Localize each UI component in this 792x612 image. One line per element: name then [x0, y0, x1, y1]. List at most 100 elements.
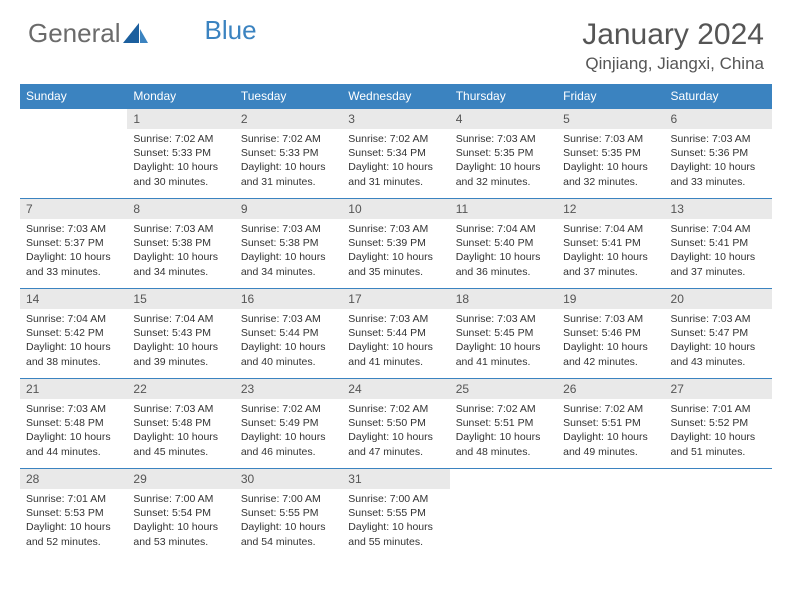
- day-number-empty: [665, 469, 772, 489]
- calendar-cell: 24Sunrise: 7:02 AMSunset: 5:50 PMDayligh…: [342, 379, 449, 469]
- day-number-empty: [20, 109, 127, 129]
- calendar-cell: 12Sunrise: 7:04 AMSunset: 5:41 PMDayligh…: [557, 199, 664, 289]
- calendar-cell: 31Sunrise: 7:00 AMSunset: 5:55 PMDayligh…: [342, 469, 449, 559]
- calendar-cell: 18Sunrise: 7:03 AMSunset: 5:45 PMDayligh…: [450, 289, 557, 379]
- calendar-cell: 27Sunrise: 7:01 AMSunset: 5:52 PMDayligh…: [665, 379, 772, 469]
- day-number: 31: [342, 469, 449, 489]
- day-details: Sunrise: 7:04 AMSunset: 5:42 PMDaylight:…: [20, 309, 127, 373]
- day-number-empty: [450, 469, 557, 489]
- day-details: Sunrise: 7:02 AMSunset: 5:51 PMDaylight:…: [450, 399, 557, 463]
- day-details: Sunrise: 7:00 AMSunset: 5:55 PMDaylight:…: [235, 489, 342, 553]
- calendar-cell: 10Sunrise: 7:03 AMSunset: 5:39 PMDayligh…: [342, 199, 449, 289]
- day-number-empty: [557, 469, 664, 489]
- day-number: 14: [20, 289, 127, 309]
- location: Qinjiang, Jiangxi, China: [582, 54, 764, 74]
- weekday-header: Saturday: [665, 84, 772, 109]
- calendar-cell: [20, 109, 127, 199]
- calendar-cell: 14Sunrise: 7:04 AMSunset: 5:42 PMDayligh…: [20, 289, 127, 379]
- logo-sail-icon: [123, 23, 149, 45]
- day-number: 25: [450, 379, 557, 399]
- day-details: Sunrise: 7:02 AMSunset: 5:50 PMDaylight:…: [342, 399, 449, 463]
- day-number: 27: [665, 379, 772, 399]
- day-number: 15: [127, 289, 234, 309]
- day-number: 8: [127, 199, 234, 219]
- calendar-table: SundayMondayTuesdayWednesdayThursdayFrid…: [20, 84, 772, 559]
- calendar-cell: 13Sunrise: 7:04 AMSunset: 5:41 PMDayligh…: [665, 199, 772, 289]
- calendar-week-row: 28Sunrise: 7:01 AMSunset: 5:53 PMDayligh…: [20, 469, 772, 559]
- title-block: January 2024 Qinjiang, Jiangxi, China: [582, 18, 764, 74]
- header: General Blue January 2024 Qinjiang, Jian…: [20, 18, 772, 74]
- day-number: 11: [450, 199, 557, 219]
- logo-text-2: Blue: [205, 15, 257, 46]
- day-details: Sunrise: 7:04 AMSunset: 5:43 PMDaylight:…: [127, 309, 234, 373]
- day-details: Sunrise: 7:03 AMSunset: 5:36 PMDaylight:…: [665, 129, 772, 193]
- day-details: Sunrise: 7:03 AMSunset: 5:38 PMDaylight:…: [235, 219, 342, 283]
- calendar-cell: 1Sunrise: 7:02 AMSunset: 5:33 PMDaylight…: [127, 109, 234, 199]
- day-number: 5: [557, 109, 664, 129]
- calendar-cell: 8Sunrise: 7:03 AMSunset: 5:38 PMDaylight…: [127, 199, 234, 289]
- day-number: 23: [235, 379, 342, 399]
- calendar-cell: 6Sunrise: 7:03 AMSunset: 5:36 PMDaylight…: [665, 109, 772, 199]
- calendar-cell: 11Sunrise: 7:04 AMSunset: 5:40 PMDayligh…: [450, 199, 557, 289]
- day-number: 2: [235, 109, 342, 129]
- day-number: 24: [342, 379, 449, 399]
- calendar-body: 1Sunrise: 7:02 AMSunset: 5:33 PMDaylight…: [20, 109, 772, 559]
- calendar-cell: 4Sunrise: 7:03 AMSunset: 5:35 PMDaylight…: [450, 109, 557, 199]
- day-number: 16: [235, 289, 342, 309]
- day-details: Sunrise: 7:04 AMSunset: 5:40 PMDaylight:…: [450, 219, 557, 283]
- day-number: 1: [127, 109, 234, 129]
- day-number: 9: [235, 199, 342, 219]
- calendar-cell: 7Sunrise: 7:03 AMSunset: 5:37 PMDaylight…: [20, 199, 127, 289]
- calendar-week-row: 14Sunrise: 7:04 AMSunset: 5:42 PMDayligh…: [20, 289, 772, 379]
- day-number: 17: [342, 289, 449, 309]
- calendar-cell: [450, 469, 557, 559]
- day-details: Sunrise: 7:04 AMSunset: 5:41 PMDaylight:…: [665, 219, 772, 283]
- weekday-header: Friday: [557, 84, 664, 109]
- calendar-cell: 16Sunrise: 7:03 AMSunset: 5:44 PMDayligh…: [235, 289, 342, 379]
- calendar-cell: 9Sunrise: 7:03 AMSunset: 5:38 PMDaylight…: [235, 199, 342, 289]
- day-details: Sunrise: 7:04 AMSunset: 5:41 PMDaylight:…: [557, 219, 664, 283]
- calendar-cell: 26Sunrise: 7:02 AMSunset: 5:51 PMDayligh…: [557, 379, 664, 469]
- day-details: Sunrise: 7:03 AMSunset: 5:39 PMDaylight:…: [342, 219, 449, 283]
- day-number: 21: [20, 379, 127, 399]
- calendar-cell: 28Sunrise: 7:01 AMSunset: 5:53 PMDayligh…: [20, 469, 127, 559]
- calendar-cell: 17Sunrise: 7:03 AMSunset: 5:44 PMDayligh…: [342, 289, 449, 379]
- day-details: Sunrise: 7:01 AMSunset: 5:52 PMDaylight:…: [665, 399, 772, 463]
- day-details: Sunrise: 7:03 AMSunset: 5:38 PMDaylight:…: [127, 219, 234, 283]
- day-number: 18: [450, 289, 557, 309]
- day-details: Sunrise: 7:03 AMSunset: 5:44 PMDaylight:…: [342, 309, 449, 373]
- day-number: 20: [665, 289, 772, 309]
- day-number: 28: [20, 469, 127, 489]
- calendar-cell: 23Sunrise: 7:02 AMSunset: 5:49 PMDayligh…: [235, 379, 342, 469]
- day-number: 12: [557, 199, 664, 219]
- calendar-cell: 19Sunrise: 7:03 AMSunset: 5:46 PMDayligh…: [557, 289, 664, 379]
- day-details: Sunrise: 7:00 AMSunset: 5:54 PMDaylight:…: [127, 489, 234, 553]
- day-details: Sunrise: 7:03 AMSunset: 5:47 PMDaylight:…: [665, 309, 772, 373]
- day-number: 19: [557, 289, 664, 309]
- weekday-header: Tuesday: [235, 84, 342, 109]
- calendar-cell: 5Sunrise: 7:03 AMSunset: 5:35 PMDaylight…: [557, 109, 664, 199]
- day-number: 6: [665, 109, 772, 129]
- weekday-header: Thursday: [450, 84, 557, 109]
- calendar-cell: 3Sunrise: 7:02 AMSunset: 5:34 PMDaylight…: [342, 109, 449, 199]
- day-details: Sunrise: 7:03 AMSunset: 5:44 PMDaylight:…: [235, 309, 342, 373]
- day-details: Sunrise: 7:03 AMSunset: 5:35 PMDaylight:…: [450, 129, 557, 193]
- logo: General Blue: [28, 18, 257, 49]
- calendar-cell: 20Sunrise: 7:03 AMSunset: 5:47 PMDayligh…: [665, 289, 772, 379]
- day-number: 26: [557, 379, 664, 399]
- day-number: 13: [665, 199, 772, 219]
- day-details: Sunrise: 7:02 AMSunset: 5:33 PMDaylight:…: [127, 129, 234, 193]
- day-details: Sunrise: 7:02 AMSunset: 5:49 PMDaylight:…: [235, 399, 342, 463]
- day-details: Sunrise: 7:01 AMSunset: 5:53 PMDaylight:…: [20, 489, 127, 553]
- day-details: Sunrise: 7:03 AMSunset: 5:45 PMDaylight:…: [450, 309, 557, 373]
- weekday-header: Monday: [127, 84, 234, 109]
- calendar-cell: 25Sunrise: 7:02 AMSunset: 5:51 PMDayligh…: [450, 379, 557, 469]
- day-number: 22: [127, 379, 234, 399]
- day-number: 7: [20, 199, 127, 219]
- calendar-cell: 22Sunrise: 7:03 AMSunset: 5:48 PMDayligh…: [127, 379, 234, 469]
- day-details: Sunrise: 7:03 AMSunset: 5:46 PMDaylight:…: [557, 309, 664, 373]
- day-details: Sunrise: 7:03 AMSunset: 5:48 PMDaylight:…: [127, 399, 234, 463]
- calendar-week-row: 1Sunrise: 7:02 AMSunset: 5:33 PMDaylight…: [20, 109, 772, 199]
- calendar-cell: 2Sunrise: 7:02 AMSunset: 5:33 PMDaylight…: [235, 109, 342, 199]
- page-title: January 2024: [582, 18, 764, 52]
